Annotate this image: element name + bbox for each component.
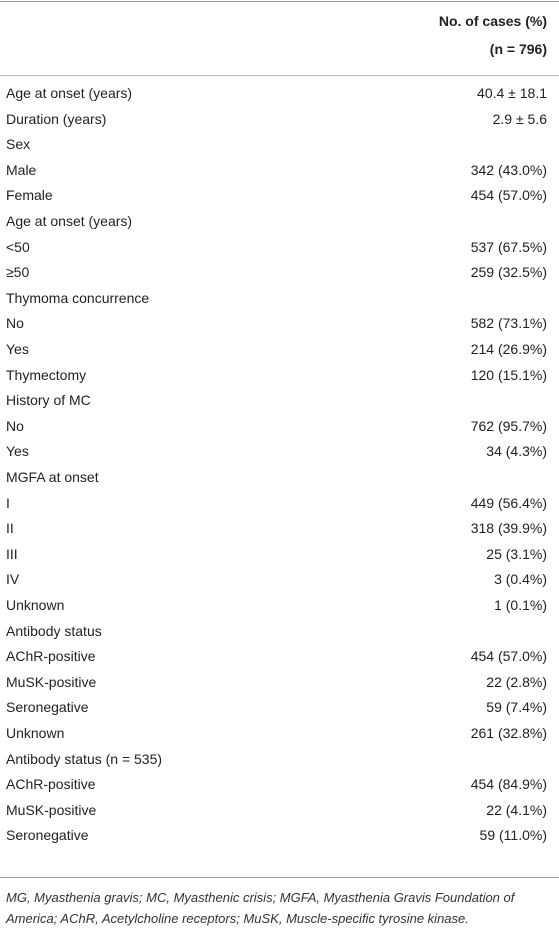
- row-label: MuSK-positive: [6, 673, 97, 690]
- table-row: Yes 34 (4.3%): [0, 440, 559, 466]
- row-label: No: [6, 315, 24, 332]
- row-label: <50: [6, 238, 30, 255]
- table-row: IV 3 (0.4%): [0, 568, 559, 594]
- table-row: Unknown 261 (32.8%): [0, 722, 559, 748]
- row-value: 1 (0.1%): [494, 597, 547, 613]
- row-label: Age at onset (years): [6, 85, 133, 101]
- row-value: 40.4 ± 18.1: [477, 85, 547, 101]
- table-row: AChR-positive 454 (84.9%): [0, 773, 559, 799]
- table-row: Male 342 (43.0%): [0, 159, 559, 185]
- row-value: 449 (56.4%): [470, 494, 547, 511]
- footnote: MG, Myasthenia gravis; MC, Myasthenic cr…: [6, 890, 515, 926]
- table-row: No 582 (73.1%): [0, 312, 559, 338]
- table-row: Antibody status (n = 535): [0, 748, 559, 774]
- row-value: 25 (3.1%): [486, 545, 547, 562]
- row-label: AChR-positive: [6, 776, 96, 793]
- row-value: 582 (73.1%): [470, 315, 547, 332]
- bottom-rule: [0, 877, 559, 878]
- row-label: History of MC: [6, 392, 91, 409]
- row-label: IV: [6, 571, 20, 588]
- table-row: No 762 (95.7%): [0, 415, 559, 441]
- row-value: 22 (2.8%): [486, 673, 547, 690]
- table-row: History of MC: [0, 389, 559, 415]
- row-label: MGFA at onset: [6, 469, 99, 485]
- table-row: Thymectomy 120 (15.1%): [0, 364, 559, 390]
- row-value: 59 (11.0%): [479, 827, 547, 844]
- table-row: AChR-positive 454 (57.0%): [0, 645, 559, 671]
- row-label: Age at onset (years): [6, 213, 133, 229]
- row-label: Unknown: [6, 725, 65, 741]
- row-value: 762 (95.7%): [470, 417, 547, 434]
- row-label: Male: [6, 161, 37, 178]
- row-value: 2.9 ± 5.6: [492, 110, 547, 127]
- row-label: Antibody status (n = 535): [6, 750, 163, 767]
- row-value: 454 (84.9%): [470, 776, 547, 793]
- table-row: <50 537 (67.5%): [0, 236, 559, 262]
- table-row: I 449 (56.4%): [0, 492, 559, 518]
- header-rule: [0, 75, 559, 76]
- table-row: Seronegative 59 (7.4%): [0, 696, 559, 722]
- row-value: 59 (7.4%): [486, 699, 547, 716]
- row-value: 214 (26.9%): [470, 341, 547, 357]
- row-label: I: [6, 494, 10, 511]
- row-label: Yes: [6, 443, 29, 460]
- row-label: III: [6, 545, 18, 562]
- table-row: Thymoma concurrence: [0, 287, 559, 313]
- row-value: 318 (39.9%): [470, 520, 547, 537]
- row-label: Thymoma concurrence: [6, 289, 150, 306]
- row-label: Antibody status: [6, 622, 102, 639]
- row-label: Seronegative: [6, 827, 89, 844]
- table-row: Age at onset (years): [0, 210, 559, 236]
- table-row: III 25 (3.1%): [0, 543, 559, 569]
- row-label: Yes: [6, 341, 29, 357]
- table-row: MGFA at onset: [0, 466, 559, 492]
- row-label: Thymectomy: [6, 366, 87, 383]
- table-row: MuSK-positive 22 (4.1%): [0, 799, 559, 825]
- table-row: ≥50 259 (32.5%): [0, 261, 559, 287]
- table-row: MuSK-positive 22 (2.8%): [0, 671, 559, 697]
- top-rule: [0, 1, 559, 2]
- row-label: II: [6, 520, 14, 537]
- table-row: Unknown 1 (0.1%): [0, 594, 559, 620]
- row-value: 454 (57.0%): [470, 648, 547, 665]
- table-row: Yes 214 (26.9%): [0, 338, 559, 364]
- row-value: 259 (32.5%): [470, 264, 547, 281]
- table-row: Sex: [0, 133, 559, 159]
- row-value: 22 (4.1%): [486, 801, 547, 818]
- row-label: AChR-positive: [6, 648, 96, 665]
- header-subtitle: (n = 796): [489, 41, 547, 57]
- table-row: Age at onset (years) 40.4 ± 18.1: [0, 82, 559, 108]
- row-value: 537 (67.5%): [470, 238, 547, 255]
- row-label: No: [6, 417, 24, 434]
- row-label: Duration (years): [6, 110, 107, 127]
- table-row: Female 454 (57.0%): [0, 184, 559, 210]
- table-row: Seronegative 59 (11.0%): [0, 824, 559, 850]
- row-label: Seronegative: [6, 699, 89, 716]
- row-value: 454 (57.0%): [470, 187, 547, 204]
- row-label: MuSK-positive: [6, 801, 97, 818]
- row-value: 342 (43.0%): [470, 161, 547, 178]
- row-value: 261 (32.8%): [470, 725, 547, 741]
- header-title: No. of cases (%): [438, 13, 547, 29]
- row-value: 3 (0.4%): [494, 571, 547, 588]
- row-label: Sex: [6, 136, 31, 153]
- table-row: Antibody status: [0, 620, 559, 646]
- row-value: 34 (4.3%): [486, 443, 547, 460]
- table-row: Duration (years) 2.9 ± 5.6: [0, 108, 559, 134]
- row-label: Unknown: [6, 597, 65, 613]
- row-value: 120 (15.1%): [470, 366, 547, 383]
- row-label: ≥50: [6, 264, 30, 281]
- row-label: Female: [6, 187, 53, 204]
- table-row: II 318 (39.9%): [0, 517, 559, 543]
